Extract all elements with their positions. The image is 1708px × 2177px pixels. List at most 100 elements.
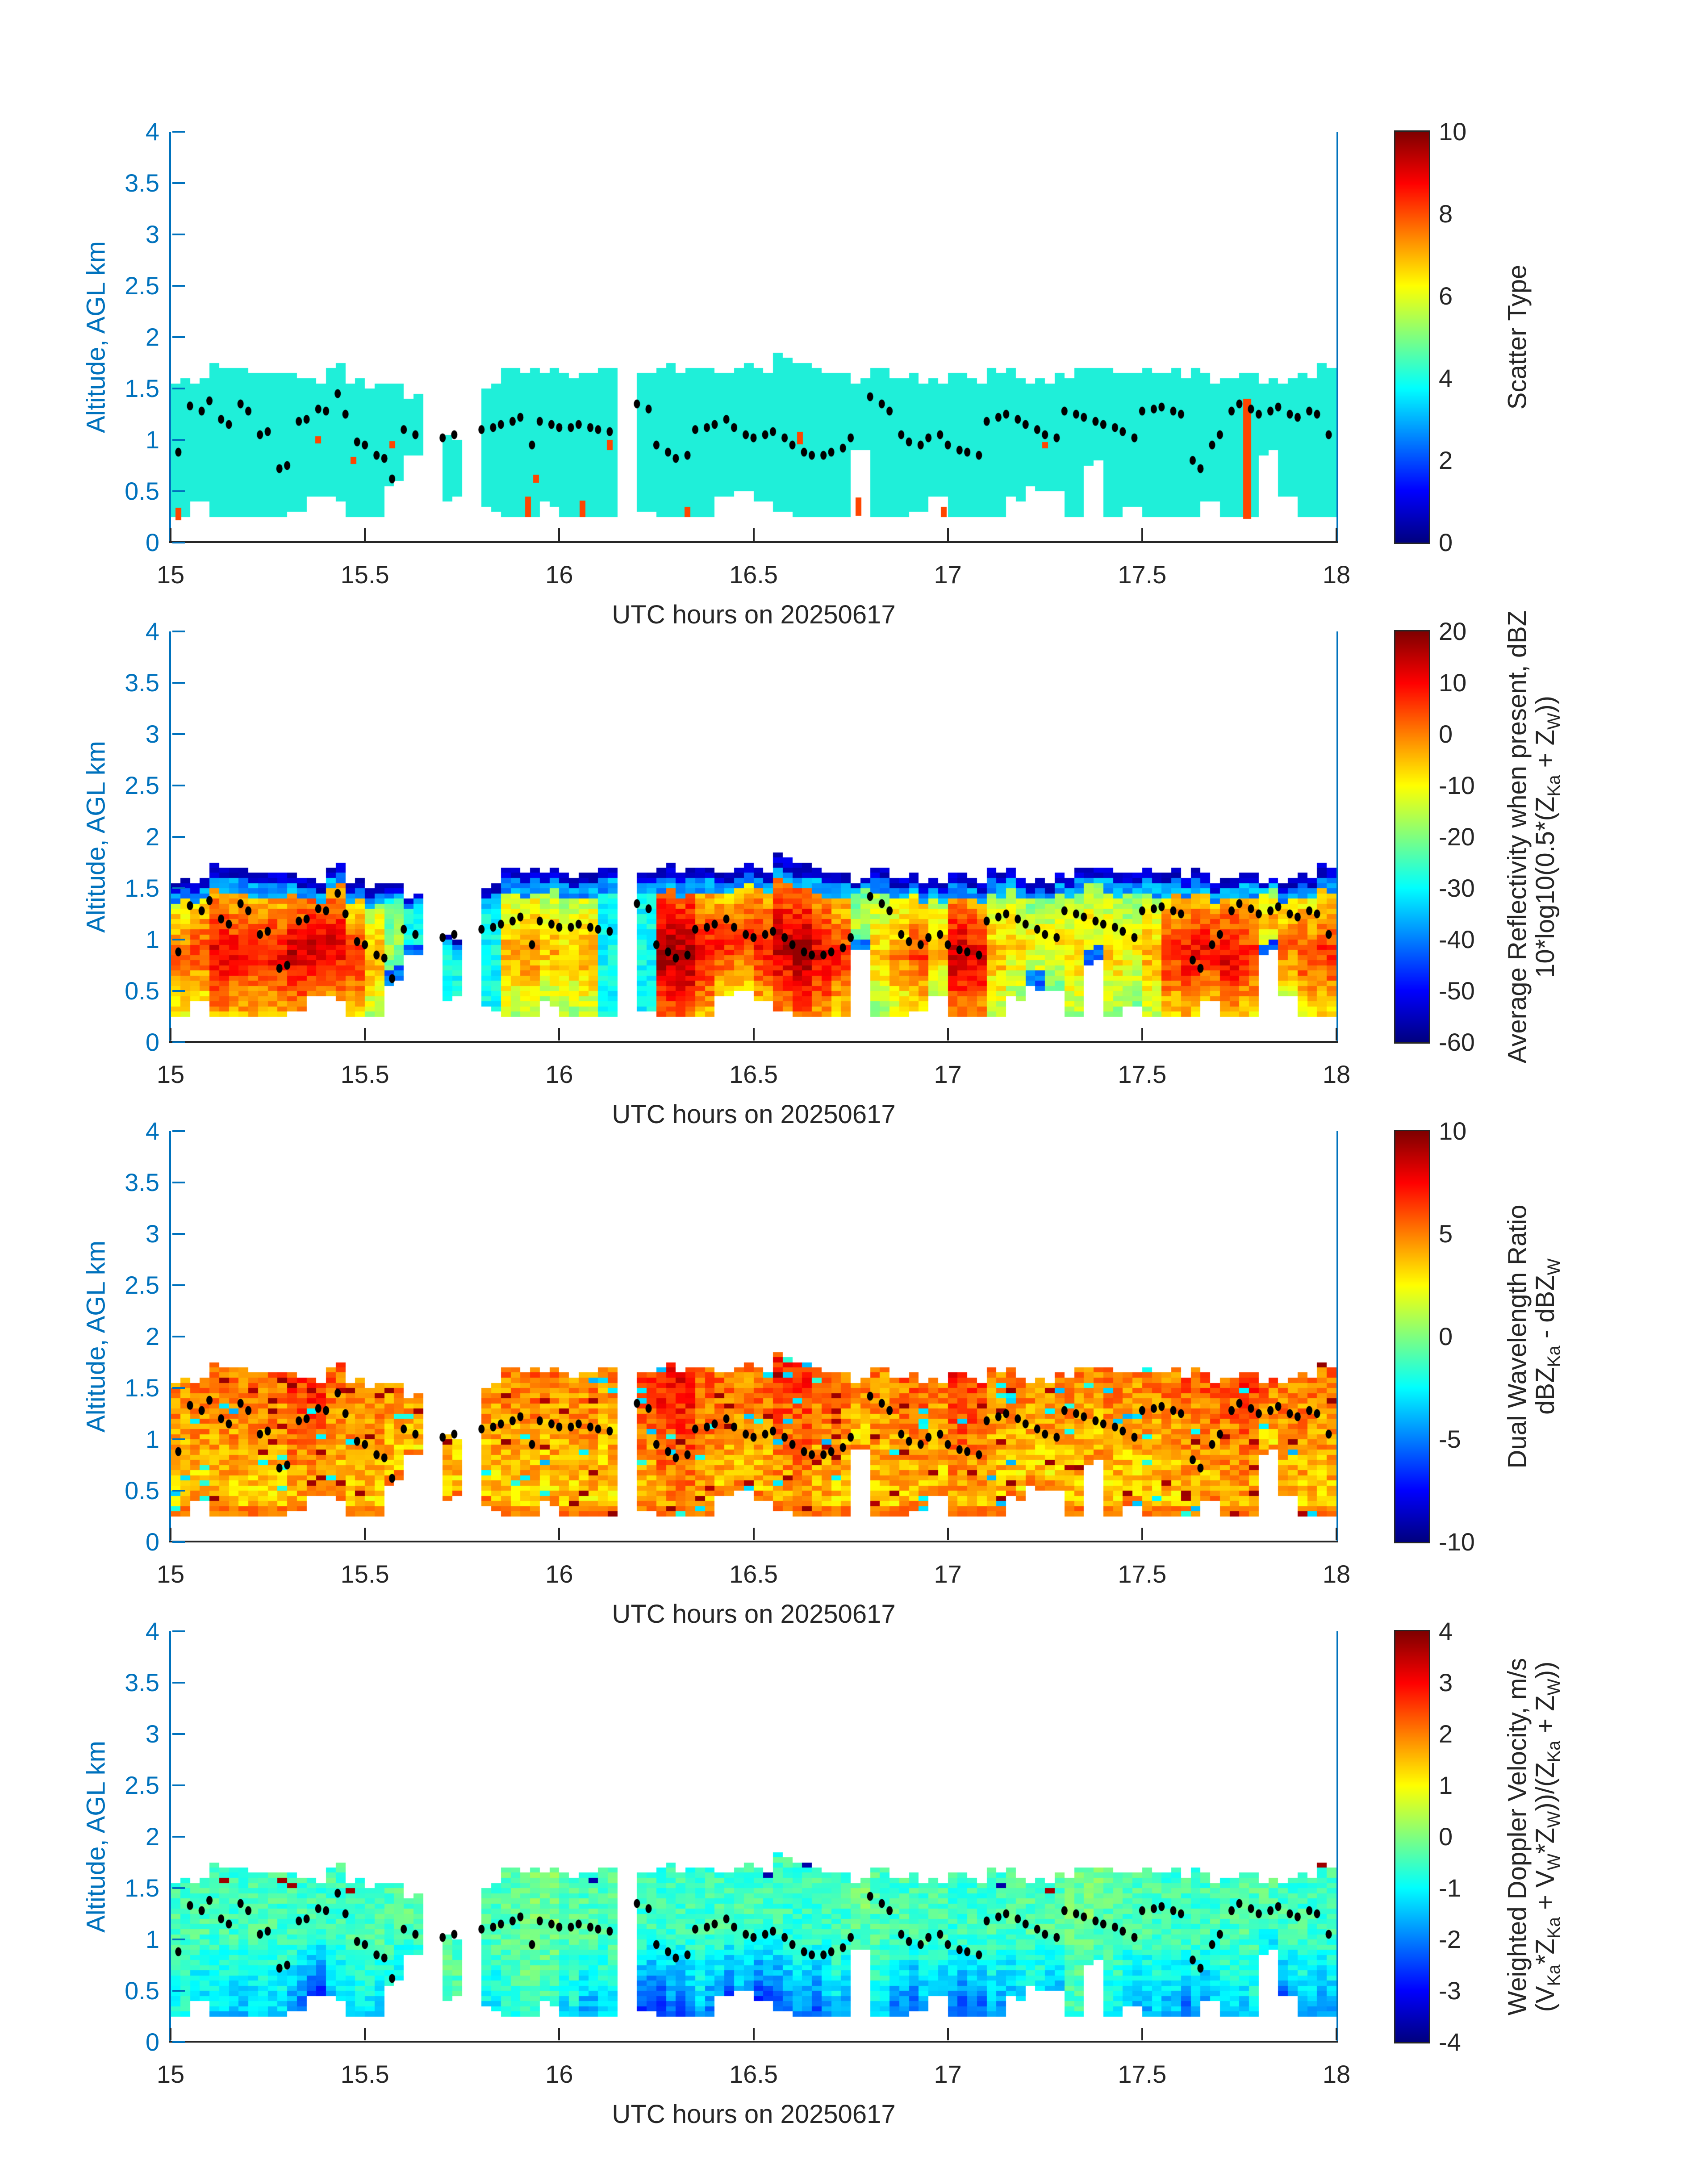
- colorbar-label-line1: Dual Wavelength Ratio: [1503, 1204, 1532, 1469]
- y-tick-label: 4: [145, 1117, 159, 1145]
- colorbar-label-line2: 10*log10(0.5*(ZKa + ZW)): [1531, 696, 1564, 978]
- heatmap-weighted-doppler-velocity: [171, 1631, 1336, 2042]
- panel-scatter-type: 0 0.5 1 1.5 2 2.5 3 3.5 4 15 15.5 16 16.5 17 17.5 18 0 2 4…: [0, 117, 1708, 654]
- colorbar-tick-label: 0: [1439, 1822, 1453, 1851]
- y-axis-label: Altitude, AGL km: [81, 1741, 111, 1933]
- y-tick-label: 3.5: [125, 169, 159, 197]
- colorbar-tick-label: -5: [1439, 1425, 1461, 1453]
- y-tick-mark: [172, 682, 185, 684]
- colorbar-label-line1: Scatter Type: [1503, 264, 1532, 410]
- colorbar-tick-label: 4: [1439, 364, 1453, 392]
- y-tick-label: 3: [145, 720, 159, 748]
- x-tick-mark: [947, 1028, 949, 1040]
- y-tick-mark: [172, 887, 185, 889]
- y-tick-label: 2: [145, 823, 159, 851]
- colorbar-tick-label: 0: [1439, 1322, 1453, 1350]
- y-tick-label: 0: [145, 1528, 159, 1556]
- y-tick-label: 3.5: [125, 669, 159, 697]
- x-tick-mark: [752, 1528, 755, 1540]
- colorbar-label-line1: Average Reflectivity when present, dBZ: [1503, 610, 1532, 1064]
- x-tick-label: 15.5: [340, 1060, 389, 1088]
- x-tick-label: 16.5: [729, 1060, 778, 1088]
- y-tick-mark: [172, 1041, 185, 1043]
- x-tick-mark: [364, 1528, 366, 1540]
- x-tick-mark: [752, 1028, 755, 1040]
- x-tick-mark: [1336, 1528, 1337, 1540]
- x-tick-mark: [947, 2028, 949, 2040]
- x-tick-mark: [558, 1028, 560, 1040]
- y-tick-mark: [172, 490, 185, 492]
- y-tick-label: 4: [145, 1617, 159, 1645]
- colorbar-tick-label: 4: [1439, 1617, 1453, 1645]
- y-tick-mark: [172, 785, 185, 786]
- x-tick-mark: [1141, 528, 1143, 541]
- y-tick-mark: [172, 1130, 185, 1132]
- y-axis-label: Altitude, AGL km: [81, 1241, 111, 1433]
- y-tick-mark: [172, 1387, 185, 1389]
- x-axis-label: UTC hours on 20250617: [612, 1100, 896, 1129]
- y-tick-label: 3.5: [125, 1668, 159, 1696]
- panel-dual-wavelength-ratio: 0 0.5 1 1.5 2 2.5 3 3.5 4 15 15.5 16 16.5 17 17.5 18 -10…: [0, 1117, 1708, 1654]
- colorbar-tick-label: 10: [1439, 117, 1467, 146]
- panel-weighted-doppler-velocity: 0 0.5 1 1.5 2 2.5 3 3.5 4 15 15.5 16 16.5 17 17.5 18 -4 -…: [0, 1617, 1708, 2154]
- colorbar-border: [1394, 1630, 1430, 2043]
- colorbar-tick-label: 8: [1439, 200, 1453, 228]
- x-tick-mark: [170, 2028, 171, 2040]
- x-tick-mark: [1336, 1028, 1337, 1040]
- x-tick-label: 16: [545, 1560, 573, 1588]
- x-tick-label: 15: [156, 1560, 185, 1588]
- y-tick-mark: [172, 631, 185, 632]
- x-tick-mark: [170, 1028, 171, 1040]
- x-tick-mark: [364, 1028, 366, 1040]
- colorbar-tick-label: -30: [1439, 874, 1475, 902]
- colorbar-tick-label: -50: [1439, 977, 1475, 1005]
- x-tick-mark: [170, 528, 171, 541]
- x-tick-label: 17: [934, 1060, 962, 1088]
- x-tick-label: 17.5: [1118, 2060, 1167, 2088]
- x-tick-mark: [558, 2028, 560, 2040]
- colorbar-tick-label: 1: [1439, 1771, 1453, 1799]
- y-tick-label: 3: [145, 1720, 159, 1748]
- x-axis-label: UTC hours on 20250617: [612, 1600, 896, 1629]
- x-tick-mark: [558, 528, 560, 541]
- x-tick-label: 16.5: [729, 2060, 778, 2088]
- colorbar-tick-label: 6: [1439, 282, 1453, 310]
- y-tick-label: 0.5: [125, 477, 159, 505]
- colorbar-tick-label: 10: [1439, 669, 1467, 697]
- right-axis-spine: [1336, 1131, 1338, 1542]
- y-tick-label: 1: [145, 426, 159, 454]
- colorbar-label-line2: dBZKa - dBZW: [1531, 1258, 1564, 1415]
- y-tick-mark: [172, 542, 185, 543]
- x-tick-mark: [364, 2028, 366, 2040]
- colorbar-tick-label: 5: [1439, 1220, 1453, 1248]
- x-tick-label: 16: [545, 560, 573, 589]
- colorbar-tick-label: 2: [1439, 446, 1453, 474]
- y-tick-label: 3: [145, 1220, 159, 1248]
- y-tick-mark: [172, 1682, 185, 1684]
- y-tick-label: 4: [145, 617, 159, 645]
- y-axis-spine: [169, 1131, 171, 1542]
- y-tick-mark: [172, 1784, 185, 1786]
- y-tick-mark: [172, 1541, 185, 1543]
- colorbar-tick-label: -10: [1439, 1528, 1475, 1556]
- x-tick-label: 18: [1322, 1060, 1351, 1088]
- y-tick-label: 2.5: [125, 1271, 159, 1299]
- colorbar-label-line2: (VKa*ZKa + VW*ZW))/(ZKa + ZW)): [1531, 1661, 1564, 2012]
- colorbar-border: [1394, 630, 1430, 1044]
- y-tick-label: 3: [145, 220, 159, 248]
- y-tick-label: 2.5: [125, 1771, 159, 1799]
- y-tick-mark: [172, 1490, 185, 1492]
- y-tick-mark: [172, 388, 185, 389]
- y-tick-label: 2: [145, 1822, 159, 1851]
- x-axis-label: UTC hours on 20250617: [612, 600, 896, 629]
- y-tick-label: 3.5: [125, 1168, 159, 1196]
- colorbar: [1395, 1131, 1429, 1542]
- x-tick-label: 15.5: [340, 2060, 389, 2088]
- y-tick-mark: [172, 1836, 185, 1838]
- x-tick-label: 18: [1322, 560, 1351, 589]
- y-tick-label: 2: [145, 323, 159, 351]
- colorbar-tick-label: -60: [1439, 1028, 1475, 1056]
- y-tick-label: 0: [145, 1028, 159, 1056]
- y-tick-mark: [172, 1233, 185, 1235]
- x-tick-label: 15: [156, 2060, 185, 2088]
